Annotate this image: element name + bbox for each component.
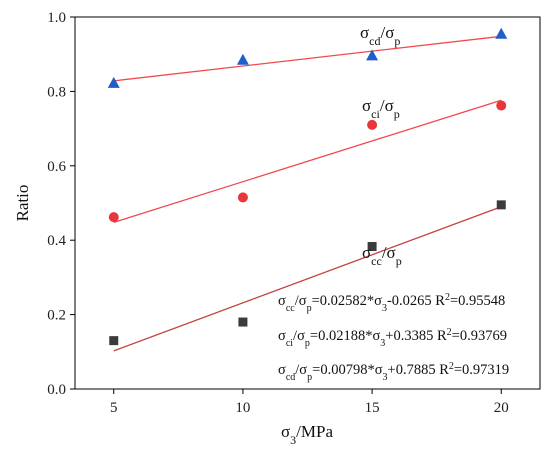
text-run: p xyxy=(307,303,312,314)
text-run: /σ xyxy=(380,96,394,115)
point-ci xyxy=(496,100,507,111)
fit-line-cc xyxy=(113,206,502,352)
text-run: σ xyxy=(278,328,286,344)
point-ci xyxy=(367,119,378,130)
point-ci xyxy=(237,192,248,203)
y-tick-label: 0.6 xyxy=(47,159,66,175)
text-run: 3 xyxy=(382,303,387,314)
series-label-cc: σcc/σp xyxy=(362,243,402,268)
text-run: p xyxy=(394,34,400,48)
y-tick-label: 0.4 xyxy=(47,233,66,249)
text-run: /MPa xyxy=(296,422,333,441)
point-ci xyxy=(108,212,119,223)
text-run: σ xyxy=(360,23,369,42)
y-tick-label: 0.0 xyxy=(47,382,66,398)
fit-lines xyxy=(113,35,502,352)
y-tick-label: 0.2 xyxy=(47,308,66,324)
text-run: p xyxy=(394,107,400,121)
text-run: =0.00798*σ xyxy=(312,362,383,378)
y-tick-label: 0.8 xyxy=(47,84,66,100)
text-run: 3 xyxy=(383,372,388,383)
text-run: p xyxy=(396,254,402,268)
series-label-ci: σci/σp xyxy=(362,96,400,121)
text-run: p xyxy=(307,372,312,383)
text-run: p xyxy=(305,338,310,349)
text-run: σ xyxy=(281,422,290,441)
x-axis-title: σ3/MPa xyxy=(281,422,333,447)
x-tick-label: 10 xyxy=(235,400,250,416)
point-cc xyxy=(109,336,119,346)
text-run: σ xyxy=(278,293,286,309)
x-tick-label: 15 xyxy=(365,400,380,416)
text-run: 2 xyxy=(445,292,450,303)
point-cc xyxy=(496,200,506,210)
equation-cc: σcc/σp=0.02582*σ3-0.0265 R2=0.95548 xyxy=(278,292,505,314)
text-run: cc xyxy=(371,254,382,268)
text-run: /σ xyxy=(382,243,396,262)
text-run: 2 xyxy=(447,327,452,338)
text-run: /σ xyxy=(381,23,395,42)
text-run: ci xyxy=(371,107,380,121)
text-run: =0.93769 xyxy=(452,328,507,344)
text-run: =0.02188*σ xyxy=(310,328,381,344)
x-tick-label: 5 xyxy=(110,400,118,416)
text-run: +0.7885 R xyxy=(388,362,450,378)
y-axis-title: Ratio xyxy=(13,185,32,222)
text-run: /σ xyxy=(293,328,305,344)
point-cd xyxy=(366,49,379,61)
text-run: =0.97319 xyxy=(454,362,509,378)
text-run: 3 xyxy=(290,433,296,447)
fit-equations: σcc/σp=0.02582*σ3-0.0265 R2=0.95548σci/σ… xyxy=(278,292,509,383)
fit-line-cd xyxy=(113,35,502,82)
text-run: 2 xyxy=(449,361,454,372)
fit-line-ci xyxy=(113,99,502,224)
text-run: /σ xyxy=(295,293,307,309)
text-run: -0.0265 R xyxy=(387,293,445,309)
x-axis-ticks: 5 10 15 20 xyxy=(110,389,509,416)
text-run: /σ xyxy=(295,362,307,378)
point-cc xyxy=(367,242,377,252)
point-cd xyxy=(236,53,249,65)
text-run: cd xyxy=(369,34,380,48)
point-cd xyxy=(495,27,508,39)
text-run: =0.02582*σ xyxy=(312,293,383,309)
text-run: σ xyxy=(278,362,286,378)
text-run: cc xyxy=(286,303,295,314)
plot-area xyxy=(74,16,541,390)
equation-ci: σci/σp=0.02188*σ3+0.3385 R2=0.93769 xyxy=(278,327,507,349)
text-run: cd xyxy=(286,372,295,383)
point-cc xyxy=(238,317,248,327)
data-points xyxy=(107,27,508,346)
x-tick-label: 20 xyxy=(494,400,509,416)
series-label-cd: σcd/σp xyxy=(360,23,400,48)
equation-cd: σcd/σp=0.00798*σ3+0.7885 R2=0.97319 xyxy=(278,361,509,383)
text-run: 3 xyxy=(380,338,385,349)
point-cd xyxy=(107,76,120,88)
text-run: σ xyxy=(362,96,371,115)
y-axis-ticks: 0.0 0.2 0.4 0.6 0.8 1.0 xyxy=(47,10,75,398)
text-run: +0.3385 R xyxy=(385,328,447,344)
text-run: =0.95548 xyxy=(450,293,505,309)
y-tick-label: 1.0 xyxy=(47,10,66,26)
text-run: ci xyxy=(286,338,293,349)
text-run: σ xyxy=(362,243,371,262)
